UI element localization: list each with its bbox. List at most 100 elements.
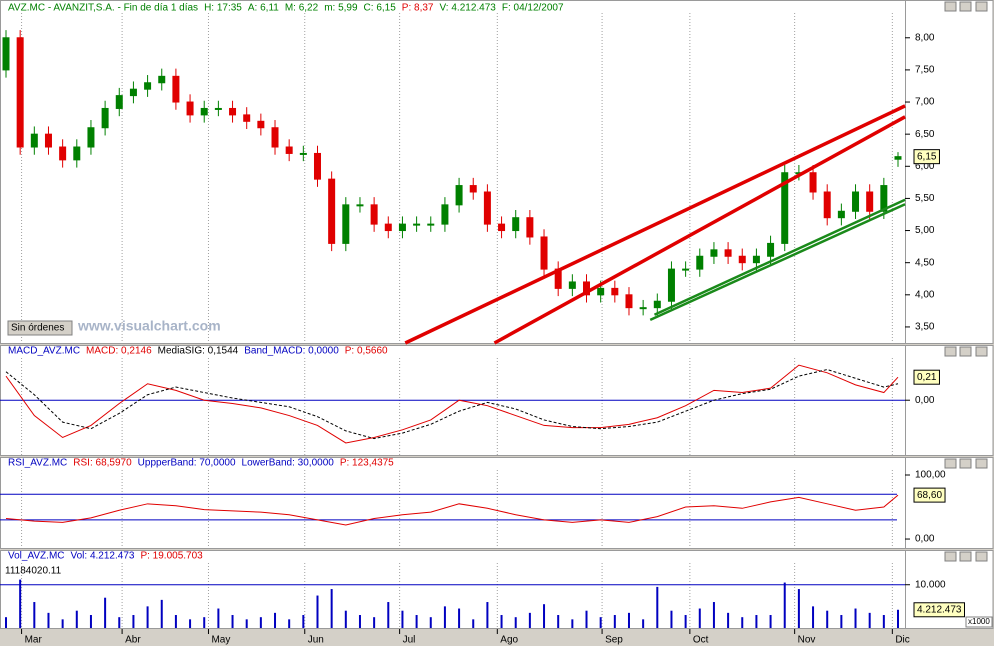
candle-body [767,242,775,257]
candle-body [483,191,491,225]
candle-body [200,107,208,116]
candle-body [852,191,860,212]
volume-bar [585,610,588,628]
candle-body [87,127,95,148]
candle-body [752,255,760,264]
volume-bar [132,615,135,628]
last-value-box [913,369,940,385]
volume-bar [259,617,262,628]
candle-body [809,172,817,193]
volume-bar [217,608,220,628]
volume-bar [656,586,659,628]
volume-bar [274,612,277,628]
panel-header: Band_MACD: 0,0000 [244,346,339,357]
panel-header: MACD_AVZ.MC [8,346,80,357]
candle-body [384,223,392,232]
candle-body [101,107,109,129]
candle-body [526,217,534,238]
trend-line [649,203,906,322]
window-button [975,346,988,357]
candle-body [2,37,10,71]
volume-bar [472,619,475,628]
panel-header: m: 5,99 [324,3,358,14]
last-value-box [913,602,965,618]
volume-bar [486,602,489,628]
candle-body [328,178,336,244]
volume-bar [330,589,333,628]
window-button [944,458,957,469]
volume-bar [387,602,390,628]
candle-body [285,146,293,154]
candle-body [30,133,38,148]
unit-label: x1000 [968,617,990,626]
x-tick-label: Ago [500,635,518,646]
volume-bar [854,608,857,628]
y-tick-label: 4,00 [915,289,935,300]
volume-bar [231,615,234,628]
candle-body [823,191,831,219]
volume-bar [47,612,50,628]
candle-body [214,107,222,110]
y-tick-label: 8,00 [915,32,935,43]
candle-body [738,255,746,264]
volume-bar [146,606,149,628]
axis-panel [905,345,994,456]
candle-body [880,185,888,212]
volume-bar [797,589,800,628]
series-line [5,369,899,440]
panel-header: AVZ.MC - AVANZIT,S.A. - Fin de día 1 día… [8,3,198,14]
window-button [959,458,972,469]
y-tick-label: 100,00 [915,470,946,481]
candle-body [710,249,718,257]
panel-header: MediaSIG: 0,1544 [158,346,239,357]
candle-body [271,127,279,148]
candle-body [398,223,406,232]
candle-body [413,223,421,226]
volume-bar [160,599,163,628]
volume-bar [557,615,560,628]
status-text: Sin órdenes [11,323,64,334]
volume-bar [769,615,772,628]
volume-bar [627,612,630,628]
volume-bar [302,615,305,628]
window-button [944,346,957,357]
volume-bar [543,604,546,628]
volume-bar [429,617,432,628]
y-tick-label: 0,00 [915,395,935,406]
volume-bar [613,615,616,628]
x-tick-label: Abr [125,635,141,646]
panel-header: F: 04/12/2007 [502,3,564,14]
volume-bar [415,615,418,628]
volume-bar [670,610,673,628]
volume-bar [89,615,92,628]
x-tick-label: Jul [403,635,416,646]
candle-body [257,120,265,129]
volume-bar [245,619,248,628]
candle-body [299,152,307,155]
volume-bar [104,597,107,628]
volume-bar [840,615,843,628]
candle-body [611,287,619,296]
window-button [944,1,957,12]
volume-bar [882,615,885,628]
max-label: 11184020.11 [5,566,62,577]
candle-body [639,307,647,310]
volume-bar [288,619,291,628]
panel-header: H: 17:35 [204,3,242,14]
candle-body [342,204,350,244]
y-tick-label: 7,50 [915,65,935,76]
volume-bar [458,608,461,628]
candle-body [144,82,152,90]
panel-header: Vol: 4.212.473 [71,551,135,562]
panel-header: Vol_AVZ.MC [8,551,65,562]
candle-body [427,223,435,226]
volume-bar [19,579,22,628]
candle-body [696,255,704,270]
watermark: www.visualchart.com [77,318,221,334]
volume-bar [189,619,192,628]
candle-body [158,75,166,84]
panel-header: A: 6,11 [248,3,279,14]
volume-bar [75,610,78,628]
x-tick-label: Oct [693,635,709,646]
